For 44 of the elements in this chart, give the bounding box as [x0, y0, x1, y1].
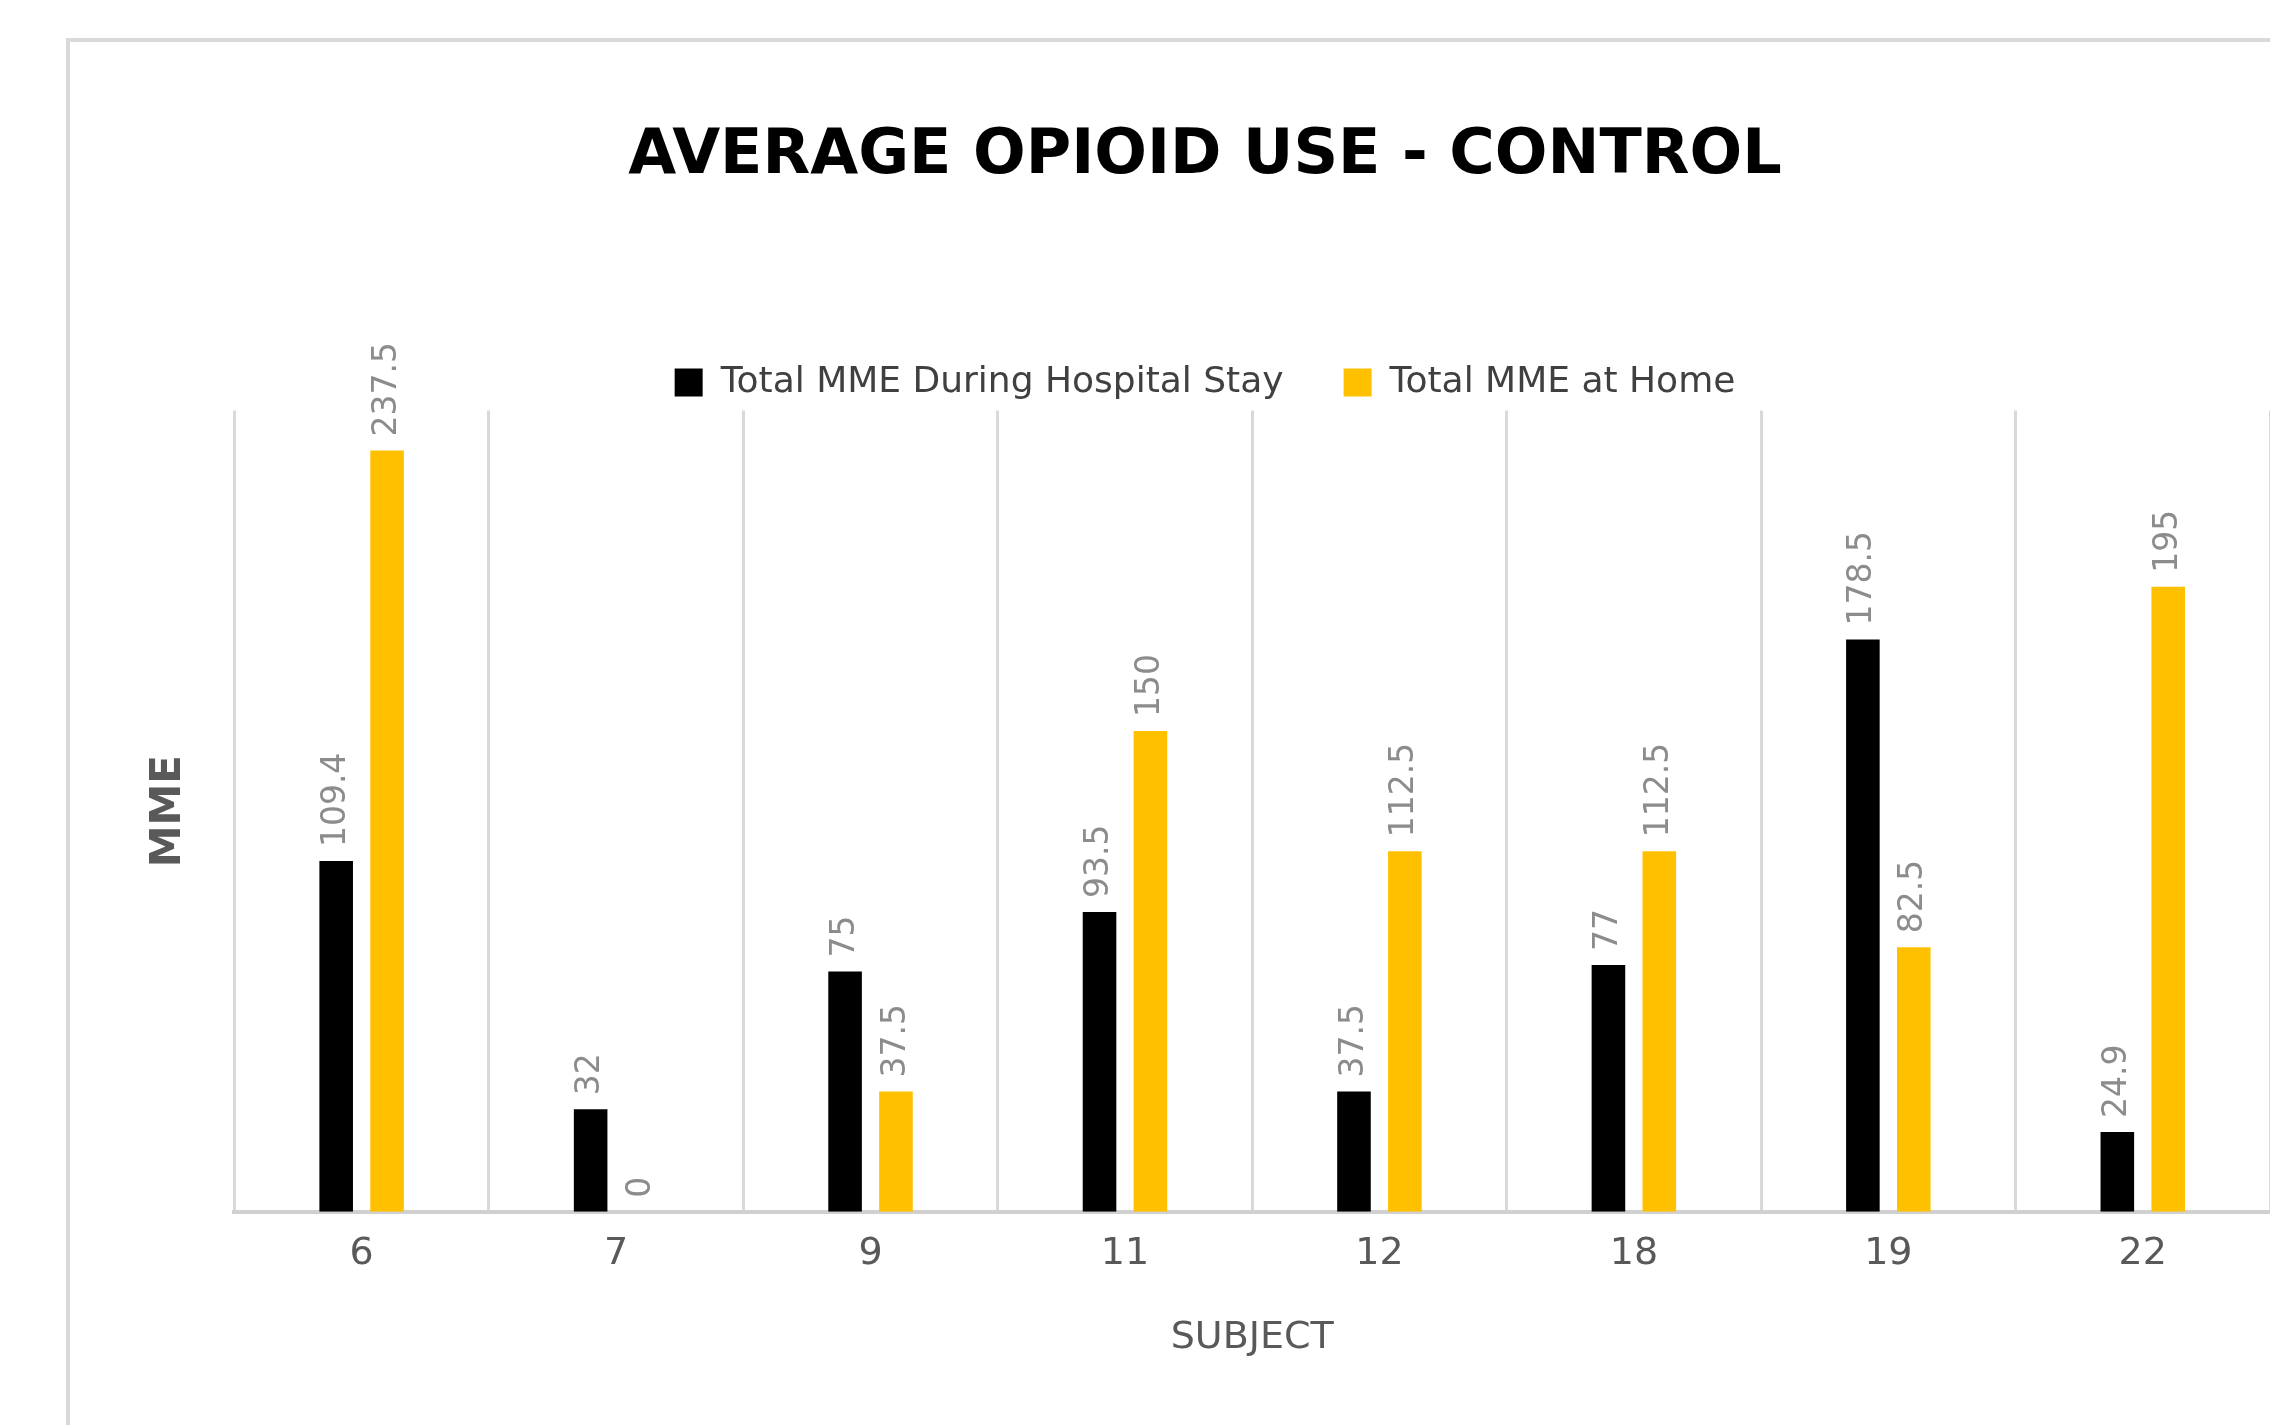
bar	[1133, 730, 1168, 1212]
x-tick-label: 12	[1355, 1229, 1404, 1274]
data-label: 37.5	[873, 1004, 913, 1078]
data-label: 93.5	[1077, 824, 1117, 899]
data-label: 24.9	[2094, 1044, 2134, 1118]
legend-label: Total MME During Hospital Stay	[719, 358, 1284, 400]
bar	[2151, 586, 2186, 1212]
x-tick-label: 9	[858, 1229, 883, 1274]
bar	[319, 861, 353, 1212]
x-tick-label: 11	[1100, 1229, 1150, 1274]
bar	[1846, 639, 1880, 1212]
chart-title: AVERAGE OPIOID USE - CONTROL	[628, 115, 1782, 189]
data-label: 112.5	[1382, 742, 1422, 838]
data-label: 150	[1128, 653, 1167, 717]
bar	[370, 450, 404, 1212]
data-label: 77	[1586, 908, 1626, 951]
data-label: 109.4	[313, 752, 353, 848]
data-label: 82.5	[1891, 859, 1931, 934]
data-label: 178.5	[1840, 531, 1880, 626]
data-label: 37.5	[1331, 1004, 1371, 1078]
bar	[1337, 1091, 1371, 1212]
bar	[2100, 1131, 2135, 1212]
bar	[1896, 947, 1931, 1212]
x-tick-label: 18	[1609, 1229, 1659, 1274]
bar	[879, 1091, 913, 1212]
legend-label: Total MME at Home	[1388, 358, 1736, 400]
bar	[1388, 851, 1422, 1212]
data-label: 195	[2145, 509, 2185, 573]
x-tick-label: 6	[349, 1229, 374, 1274]
data-label: 0	[619, 1176, 659, 1198]
data-label: 32	[568, 1053, 608, 1096]
x-axis-title: SUBJECT	[1170, 1313, 1335, 1358]
data-label: 112.5	[1636, 742, 1676, 838]
data-label: 75	[822, 915, 862, 958]
x-tick-label: 19	[1864, 1229, 1913, 1274]
bar	[1642, 851, 1677, 1212]
y-axis-title: MME	[141, 754, 191, 868]
bar	[1591, 964, 1626, 1212]
x-tick-label: 7	[603, 1229, 629, 1274]
bar	[573, 1109, 608, 1212]
bar	[828, 971, 862, 1212]
bar	[1082, 912, 1117, 1212]
x-tick-label: 22	[2118, 1229, 2167, 1274]
data-label: 237.5	[364, 341, 404, 437]
